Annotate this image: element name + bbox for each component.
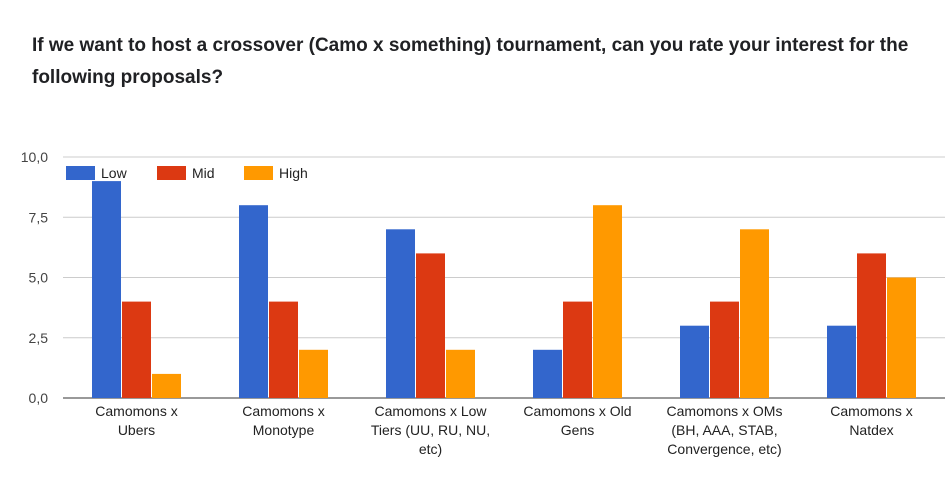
category-label-line: Convergence, etc) xyxy=(667,441,781,457)
y-tick-label: 2,5 xyxy=(29,330,49,346)
bar-high xyxy=(593,205,622,398)
legend-swatch-high xyxy=(244,166,273,180)
category-label-line: Gens xyxy=(561,422,594,438)
bar-low xyxy=(92,181,121,398)
bar-low xyxy=(680,325,709,398)
bar-high xyxy=(299,349,328,398)
legend-label-mid: Mid xyxy=(192,165,215,181)
category-label: Camomons x Natdex xyxy=(830,403,912,438)
bar-mid xyxy=(122,301,151,398)
bar-mid xyxy=(710,301,739,398)
bar-mid xyxy=(857,253,886,398)
category-label: Camomons x OMs (BH, AAA, STAB, Convergence… xyxy=(667,403,783,457)
legend-swatch-low xyxy=(66,166,95,180)
bar-high xyxy=(446,349,475,398)
bar-high xyxy=(740,229,769,398)
category-label-line: etc) xyxy=(419,441,442,457)
category-label: Camomons x Monotype xyxy=(242,403,324,438)
category-label-line: Camomons x xyxy=(242,403,324,419)
bar-low xyxy=(239,205,268,398)
category-label: Camomons x Ubers xyxy=(95,403,177,438)
bar-low xyxy=(386,229,415,398)
category-label-line: Camomons x xyxy=(830,403,912,419)
category-label-line: Camomons x Old xyxy=(523,403,631,419)
bar-high xyxy=(152,373,181,398)
gridlines xyxy=(63,156,945,399)
bar-mid xyxy=(269,301,298,398)
bar-low xyxy=(533,349,562,398)
category-label-line: (BH, AAA, STAB, xyxy=(671,422,777,438)
category-label-line: Natdex xyxy=(849,422,893,438)
bar-high xyxy=(887,277,916,398)
y-tick-label: 0,0 xyxy=(29,390,49,406)
bar-mid xyxy=(563,301,592,398)
y-tick-label: 5,0 xyxy=(29,270,49,286)
y-axis-ticks: 0,0 2,5 5,0 7,5 10,0 xyxy=(21,149,48,406)
category-label-line: Ubers xyxy=(118,422,155,438)
bar-low xyxy=(827,325,856,398)
legend-swatch-mid xyxy=(157,166,186,180)
category-label: Camomons x Old Gens xyxy=(523,403,631,438)
category-label-line: Monotype xyxy=(253,422,315,438)
category-label-line: Camomons x Low xyxy=(374,403,487,419)
category-label-line: Camomons x xyxy=(95,403,177,419)
legend: Low Mid High xyxy=(66,165,308,181)
y-tick-label: 7,5 xyxy=(29,209,49,225)
legend-label-high: High xyxy=(279,165,308,181)
legend-label-low: Low xyxy=(101,165,128,181)
category-label-line: Tiers (UU, RU, NU, xyxy=(371,422,490,438)
question-title: If we want to host a crossover (Camo x s… xyxy=(32,35,909,88)
category-label: Camomons x Low Tiers (UU, RU, NU, etc) xyxy=(371,403,490,457)
bar-mid xyxy=(416,253,445,398)
y-tick-label: 10,0 xyxy=(21,149,48,165)
bars xyxy=(92,181,916,398)
category-label-line: Camomons x OMs xyxy=(667,403,783,419)
